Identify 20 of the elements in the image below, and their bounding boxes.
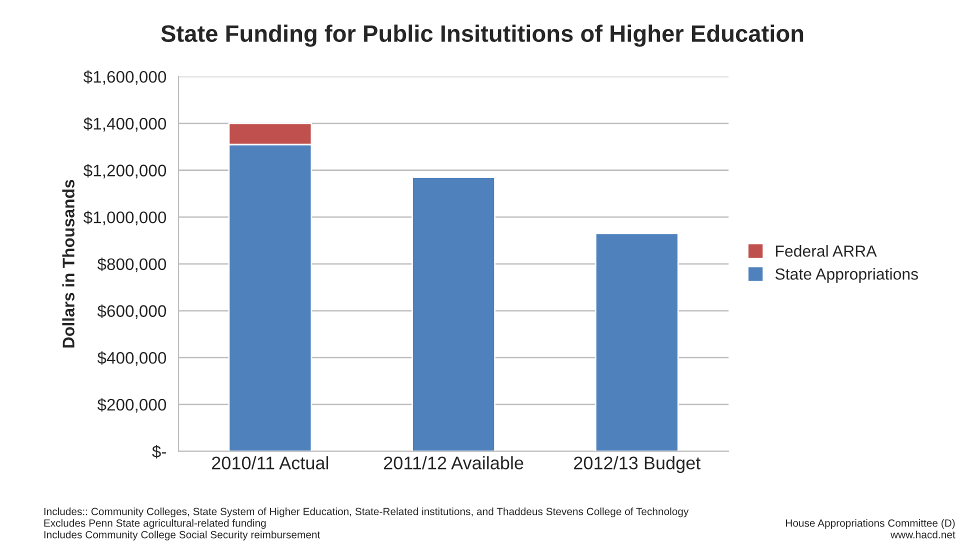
x-tick-label: 2011/12 Available (384, 456, 524, 470)
legend-label: Federal ARRA (776, 245, 877, 257)
text: House Appropriations Committee (D) www.hacd.net (786, 519, 956, 538)
bar (594, 232, 679, 452)
x-tick-label: 2010/11 Actual (212, 456, 328, 470)
y-tick-label: $1,600,000 (83, 70, 166, 85)
bar (412, 176, 496, 452)
y-tick-label: $800,000 (97, 258, 166, 272)
legend-label: State Appropriations (775, 268, 918, 283)
y-tick-label: $- (152, 444, 166, 458)
y-tick-label: $600,000 (97, 304, 166, 319)
y-tick-label: $1,000,000 (83, 210, 166, 226)
x-tick-label: 2012/13 Budget (574, 456, 701, 473)
text: Includes:: Community Colleges, State System of Higher Education, State-Related institutions, and Thaddeus Stevens College of Technology Excludes Penn State agricultural-related funding Includes Community College Social Security reimbursement (44, 508, 689, 540)
y-tick-label: $1,200,000 (83, 164, 166, 178)
y-tick-label: $200,000 (97, 398, 166, 413)
y-tick-label: $400,000 (97, 351, 166, 366)
y-tick-label: $1,400,000 (83, 117, 166, 132)
y-axis-title: Dollars in Thousands (62, 180, 74, 348)
chart-title: State Funding for Public Insitutitions of Higher Education (161, 24, 804, 47)
